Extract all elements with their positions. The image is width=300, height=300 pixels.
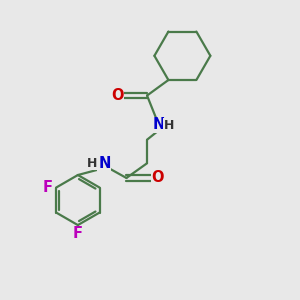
Text: N: N <box>98 156 110 171</box>
Text: F: F <box>43 180 53 195</box>
Text: O: O <box>152 170 164 185</box>
Text: O: O <box>111 88 123 103</box>
Text: H: H <box>86 157 97 170</box>
Text: F: F <box>73 226 83 242</box>
Text: H: H <box>164 119 174 132</box>
Text: N: N <box>153 118 165 133</box>
